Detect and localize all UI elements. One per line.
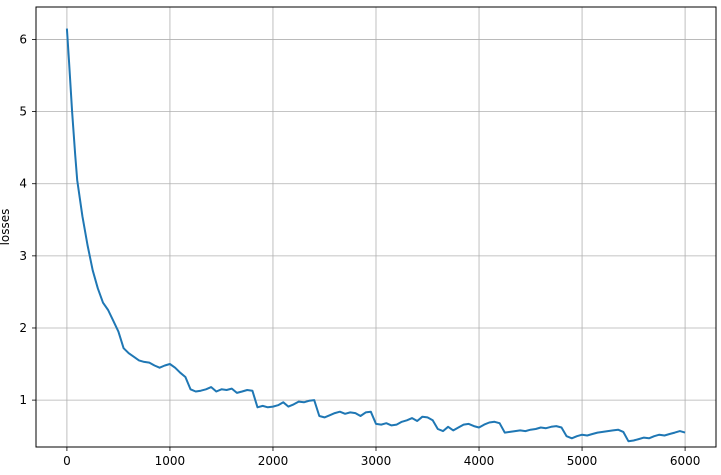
x-tick-label: 3000	[361, 454, 392, 468]
x-tick-label: 4000	[464, 454, 495, 468]
x-tick-label: 1000	[155, 454, 186, 468]
x-tick-label: 2000	[258, 454, 289, 468]
y-tick-label: 1	[19, 393, 27, 407]
y-tick-label: 3	[19, 249, 27, 263]
y-tick-label: 5	[19, 105, 27, 119]
loss-series-line	[65, 28, 686, 443]
plot-frame	[35, 6, 717, 448]
x-tick-label: 5000	[567, 454, 598, 468]
y-axis-label: losses	[0, 209, 12, 246]
grid-lines	[36, 7, 716, 447]
y-tick-label: 4	[19, 177, 27, 191]
y-tick-label: 2	[19, 321, 27, 335]
x-tick-label: 6000	[670, 454, 701, 468]
y-tick-label: 6	[19, 32, 27, 46]
series-group	[65, 28, 686, 443]
x-tick-label: 0	[63, 454, 71, 468]
x-axis-ticks: 0 1000 2000 3000 4000 5000 6000	[63, 447, 700, 468]
y-axis-ticks: 1 2 3 4 5 6	[19, 32, 36, 407]
